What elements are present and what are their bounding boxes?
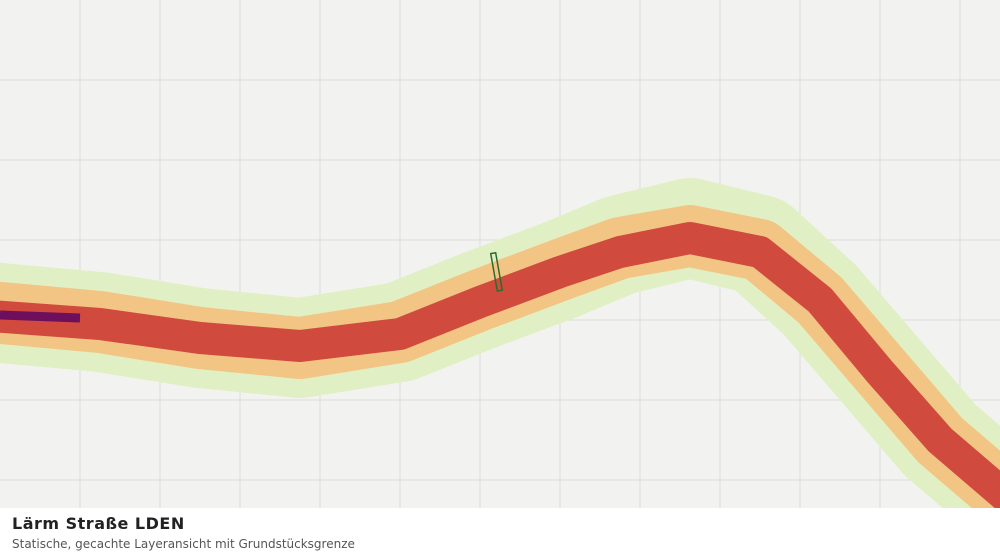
layer-title: Lärm Straße LDEN [12, 514, 185, 533]
layer-subtitle: Statische, gecachte Layeransicht mit Gru… [12, 537, 355, 551]
noise-zone-high [0, 222, 1000, 513]
noise-band [0, 178, 1000, 538]
legend-panel: Lärm Straße LDEN Statische, gecachte Lay… [0, 508, 1000, 560]
noise-zone-max [0, 310, 81, 323]
parcel-boundary [489, 251, 504, 292]
